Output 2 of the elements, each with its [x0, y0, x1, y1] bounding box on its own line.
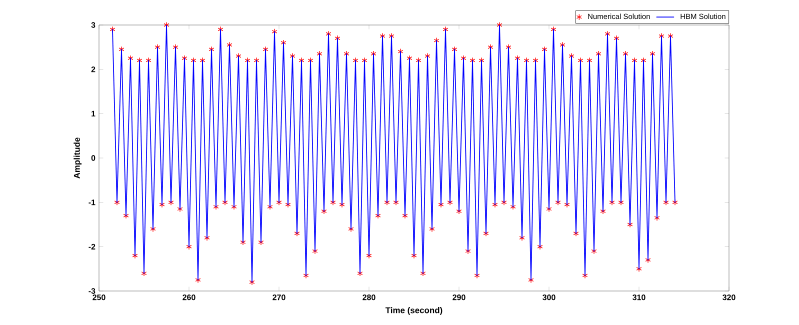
- y-axis-title: Amplitude: [74, 138, 82, 178]
- x-axis-title: Time (second): [385, 307, 442, 315]
